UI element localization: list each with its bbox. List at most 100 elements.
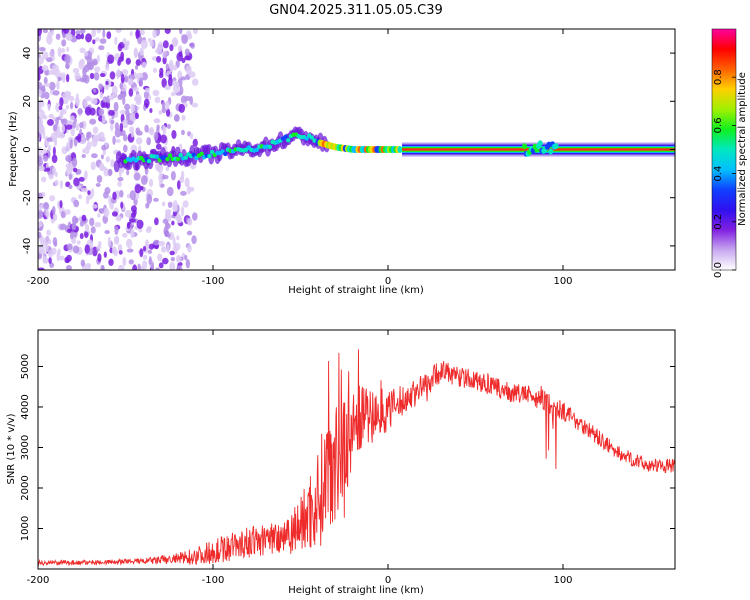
spectrogram-scatter-blob <box>111 211 118 217</box>
spectrogram-scatter-blob <box>152 89 160 97</box>
spectrogram-scatter-blob <box>109 122 114 132</box>
spectrogram-scatter-blob <box>55 33 61 40</box>
spectrogram-scatter-blob <box>117 181 123 187</box>
spectrogram-scatter-blob <box>71 157 78 168</box>
spectrogram-scatter-blob <box>41 65 49 72</box>
spectrogram-scatter-blob <box>185 259 191 269</box>
spectrogram-scatter-blob <box>87 61 95 71</box>
spectrogram-scatter-blob <box>38 124 44 134</box>
spectrogram-scatter-blob <box>184 177 190 188</box>
spectrogram-scatter-blob <box>57 76 61 82</box>
snr-y-tick-label: 3000 <box>20 435 31 460</box>
spectrogram-scatter-blob <box>161 78 167 88</box>
spectrogram-scatter-blob <box>98 108 105 116</box>
snr-x-ticks: -200 -100 0 100 <box>27 330 573 586</box>
spectrogram-scatter-blob <box>130 212 136 219</box>
spectrogram-scatter-blob <box>187 218 193 226</box>
spectrogram-scatter-blob <box>85 195 90 205</box>
spectrogram-scatter-blob <box>113 108 119 118</box>
spectrogram-scatter-blob <box>174 113 180 122</box>
spectrogram-scatter-blob <box>186 185 192 195</box>
spectrogram-scatter-blob <box>72 245 80 254</box>
spectrogram-scatter-blob <box>38 231 42 239</box>
snr-y-tick-label: 1000 <box>20 516 31 541</box>
spectrogram-scatter-blob <box>167 201 173 208</box>
spectrogram-scatter-blob <box>43 202 49 210</box>
spectrogram-scatter-blob <box>64 209 71 215</box>
spectrogram-scatter-blob <box>73 199 80 208</box>
spectrogram-scatter-blob <box>191 235 197 245</box>
spectrogram-scatter-blob <box>94 222 102 228</box>
spectrogram-scatter-blob <box>158 110 163 115</box>
spectrogram-marks <box>38 29 675 270</box>
spectrogram-scatter-blob <box>38 209 44 219</box>
snr-x-tick-label: -200 <box>27 575 50 586</box>
spectrogram-scatter-blob <box>69 231 74 240</box>
colorbar-tick-label: 0.6 <box>713 117 724 133</box>
spectrogram-scatter-blob <box>65 265 72 270</box>
spectrogram-scatter-blob <box>153 239 160 246</box>
spectrogram-scatter-blob <box>150 262 155 270</box>
spectrogram-scatter-blob <box>160 134 168 144</box>
spectrogram-scatter-blob <box>154 118 160 123</box>
spectrogram-scatter-blob <box>172 80 177 86</box>
spectrogram-scatter-blob <box>51 206 56 215</box>
spectrogram-scatter-blob <box>52 146 56 157</box>
spectrogram-scatter-blob <box>98 132 102 139</box>
spectrogram-scatter-blob <box>49 195 56 202</box>
spectrogram-scatter-blob <box>59 72 66 79</box>
spectrogram-scatter-blob <box>96 244 102 250</box>
spectrogram-scatter-blob <box>110 119 115 125</box>
spectrogram-scatter-blob <box>60 211 66 219</box>
spectrogram-scatter-blob <box>139 47 144 56</box>
spectrogram-scatter-blob <box>125 41 130 47</box>
spectrogram-scatter-blob <box>73 117 77 124</box>
spectrogram-scatter-blob <box>169 44 174 52</box>
spectrogram-ridge-point <box>267 144 273 150</box>
spectrogram-ridge-point <box>178 153 183 158</box>
spectrogram-scatter-blob <box>172 39 179 45</box>
snr-x-tick-label: 100 <box>553 575 572 586</box>
spectrogram-scatter-blob <box>192 212 198 221</box>
spectrogram-scatter-blob <box>99 38 107 44</box>
spectrogram-scatter-blob <box>181 57 186 63</box>
spectrogram-scatter-blob <box>121 119 129 129</box>
spectrogram-scatter-blob <box>129 126 135 134</box>
spectrogram-scatter-blob <box>75 93 79 102</box>
spectrogram-scatter-blob <box>92 88 97 93</box>
spectrogram-scatter-blob <box>176 180 181 190</box>
spectrogram-scatter-blob <box>81 154 86 159</box>
spectrogram-scatter-blob <box>128 218 136 223</box>
spectrogram-scatter-blob <box>142 254 148 260</box>
spectrogram-scatter-blob <box>135 29 140 40</box>
spectrogram-scatter-blob <box>179 29 183 35</box>
spectrogram-scatter-blob <box>120 201 124 209</box>
colorbar: 0.0 0.2 0.4 0.6 0.8 Normalized spectral ampl… <box>711 28 748 278</box>
spectrogram-scatter-blob <box>128 88 134 97</box>
spectrogram-scatter-blob <box>75 30 81 35</box>
snr-x-tick-label: 0 <box>385 575 391 586</box>
spectrogram-scatter-blob <box>169 261 176 270</box>
spectrogram-scatter-blob <box>152 29 157 39</box>
spectrogram-scatter-blob <box>120 73 125 84</box>
spectrogram-scatter-blob <box>176 235 180 241</box>
spectrogram-scatter-blob <box>103 207 110 218</box>
spectrogram-scatter-blob <box>162 50 167 59</box>
spectrogram-scatter-blob <box>166 123 171 129</box>
spectrogram-scatter-blob <box>125 238 133 249</box>
spectrogram-scatter-blob <box>120 129 126 136</box>
spectrogram-scatter-blob <box>130 205 137 213</box>
spectrogram-scatter-blob <box>70 127 75 137</box>
spectrogram-scatter-blob <box>127 120 134 125</box>
spectrogram-scatter-blob <box>129 31 133 37</box>
spectrogram-scatter-blob <box>108 195 112 205</box>
spectrogram-ridge-point <box>183 155 189 160</box>
spectrogram-scatter-blob <box>71 222 77 231</box>
spectrogram-scatter-blob <box>108 258 114 266</box>
spectrogram-scatter-blob <box>116 68 121 77</box>
spectrogram-scatter-blob <box>137 263 141 270</box>
spectrogram-scatter-blob <box>59 111 64 120</box>
spectrogram-scatter-blob <box>59 200 63 209</box>
snr-series-line <box>38 349 675 567</box>
spectrogram-scatter-blob <box>45 210 50 219</box>
